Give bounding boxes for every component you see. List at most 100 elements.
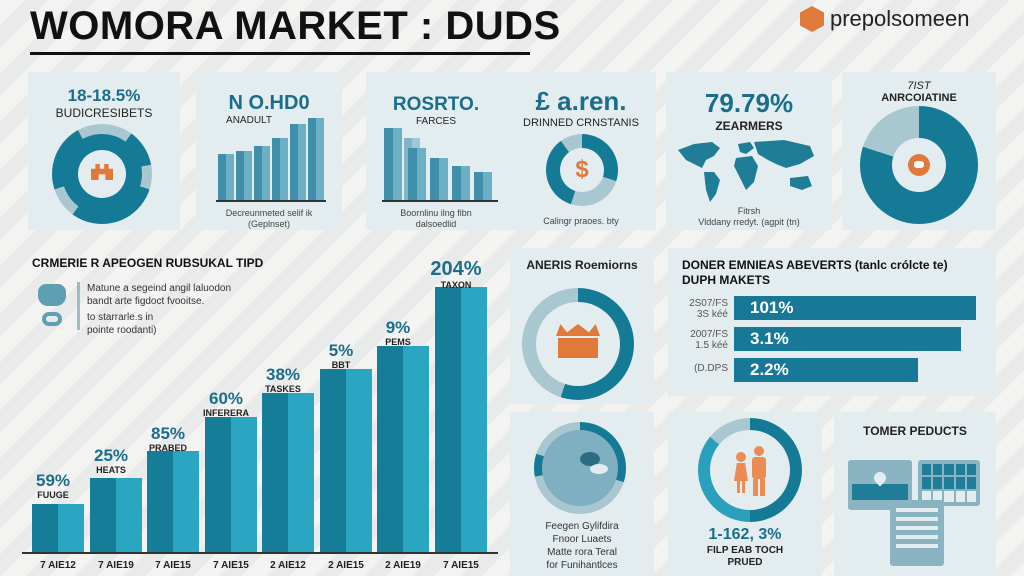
bar-value: 5% [328, 341, 354, 360]
globe-card: Feegen Gylifdira Fnoor Luaets Matte rora… [510, 412, 654, 576]
bar-4[interactable] [205, 417, 257, 552]
bar-caption: BBT [331, 360, 351, 370]
card-caption-2: (Geplnset) [247, 219, 291, 229]
world-map-icon [678, 140, 814, 202]
bar-3[interactable] [147, 451, 199, 552]
stat-value: ROSRTO. [392, 94, 480, 115]
donut-chart [860, 106, 978, 224]
stat-label: ZEARMERS [715, 119, 783, 133]
title-underline [30, 52, 530, 55]
stat-label: DRINNED CRNSTANIS [523, 117, 639, 129]
card-caption-1: Boornlinu ilng fibn [400, 208, 472, 218]
card-caption: Calingr praoes. bty [543, 216, 619, 226]
stat-label: ANADULT [226, 115, 272, 126]
bar-caption: INFERERA [202, 408, 249, 418]
x-tick: 2 AIE19 [385, 560, 421, 571]
hbar-label: 2S07/FS 3S kéé [689, 298, 728, 320]
main-bar-chart [22, 287, 498, 554]
bar-value: 25% [93, 446, 129, 465]
growth-title: CRMERIE R APEOGEN RUBSUKAL TIPD [32, 256, 264, 270]
page-title: WOMORA MARKET : DUDS [30, 4, 561, 48]
people-label-2: PRUED [727, 557, 763, 568]
stat-card-5: 79.79% ZEARMERS Fitrsh Vlddany rredyt. (… [666, 72, 832, 230]
card-caption-2: dalsoedlid [415, 219, 457, 229]
products-card: TOMER PEDUCTS [834, 412, 996, 576]
mini-bar-chart [216, 116, 326, 202]
card-caption-1: Decreunmeted selif ik [225, 208, 313, 218]
x-tick: 2 AIE12 [270, 560, 306, 571]
stat-value: 79.79% [704, 88, 794, 118]
stat-label: BUDICRESIBETS [55, 106, 153, 120]
fortress-icon [91, 164, 113, 180]
donut-chart [522, 288, 634, 400]
hbar-1[interactable]: 101% [734, 296, 976, 320]
donut-chart: $ [546, 134, 618, 206]
x-tick: 2 AIE15 [328, 560, 364, 571]
stat-value: 18-18.5% [67, 86, 141, 105]
brand-hexagon-icon [800, 6, 824, 32]
bar-2[interactable] [90, 478, 142, 552]
x-tick: 7 AIE15 [213, 560, 249, 571]
dollar-icon: $ [560, 148, 604, 192]
stat-value: N O.HD0 [228, 92, 310, 114]
bar-value: 9% [385, 318, 411, 337]
bar-value: 38% [265, 365, 301, 384]
stat-label: ANRCOIATINE [881, 92, 957, 104]
stat-card-4: £ a.ren. DRINNED CRNSTANIS $ Calingr pra… [506, 72, 656, 230]
hbar-label: (D.DPS [694, 363, 728, 374]
products-title: TOMER PEDUCTS [863, 424, 967, 438]
bar-caption: TASKES [265, 384, 301, 394]
stat-card-1: 18-18.5% BUDICRESIBETS [28, 72, 180, 230]
bar-caption: FUUGE [37, 490, 69, 500]
stat-prefix: 7IST [907, 80, 931, 92]
globe-icon [542, 430, 618, 506]
bar-1[interactable] [32, 504, 84, 552]
markets-title: DONER EMNIEAS ABEVERTS (tanlc crólcte te… [682, 258, 948, 287]
brand-name: prepolsomeen [830, 6, 970, 31]
bar-value: 59% [35, 471, 71, 490]
x-tick: 7 AIE12 [40, 560, 76, 571]
hbar-label: 2007/FS 1.5 kéé [690, 329, 728, 351]
stat-card-3: ROSRTO. FARCES Boornlinu ilng fibn dalso… [366, 72, 506, 230]
bar-caption: TAXON [440, 280, 472, 290]
stat-card-2: N O.HD0 ANADULT Decreunmeted selif ik (G… [196, 72, 342, 230]
x-tick: 7 AIE15 [155, 560, 191, 571]
stat-card-6: 7IST ANRCOIATINE [842, 72, 996, 230]
bar-caption: PEMS [385, 337, 411, 347]
segmented-donut [52, 124, 152, 224]
castle-icon [556, 324, 600, 358]
growth-description: Matune a segeind angil laluodon bandt ar… [87, 283, 231, 336]
people-value: 1-162, 3% [708, 526, 782, 543]
people-label-1: FILP EAB TOCH [706, 545, 784, 556]
bar-caption: PRABED [148, 443, 187, 453]
regions-title: ANERIS Roemiorns [526, 258, 638, 272]
hbar-2[interactable]: 3.1% [734, 327, 961, 351]
donut-chart [698, 418, 802, 522]
devices-icon [848, 460, 988, 570]
globe-caption: Feegen Gylifdira Fnoor Luaets Matte rora… [545, 521, 619, 571]
x-tick: 7 AIE15 [443, 560, 479, 571]
people-card: 1-162, 3% FILP EAB TOCH PRUED [668, 412, 822, 576]
bar-6[interactable] [320, 369, 372, 552]
hand-icon [908, 154, 930, 176]
donut-chart [534, 422, 626, 514]
mini-bar-chart-declining [382, 128, 498, 202]
card-caption-2: Vlddany rredyt. (agpit (tn) [698, 217, 800, 227]
regions-card: ANERIS Roemiorns [510, 248, 654, 404]
card-caption-1: Fitrsh [737, 206, 761, 216]
bar-5[interactable] [262, 393, 314, 552]
bar-8[interactable] [435, 287, 487, 552]
growth-divider [77, 282, 80, 330]
bar-value: 204% [430, 258, 482, 280]
bar-value: 85% [150, 424, 186, 443]
people-icon [734, 446, 770, 498]
growth-icon [38, 284, 68, 332]
hbar-3[interactable]: 2.2% [734, 358, 918, 382]
markets-card: DONER EMNIEAS ABEVERTS (tanlc crólcte te… [668, 248, 996, 396]
stat-value: £ a.ren. [535, 86, 627, 116]
bar-caption: HEATS [96, 465, 126, 475]
stat-label: FARCES [415, 116, 456, 127]
brand-logo[interactable]: prepolsomeen [800, 6, 969, 32]
bar-7[interactable] [377, 346, 429, 552]
x-tick: 7 AIE19 [98, 560, 134, 571]
